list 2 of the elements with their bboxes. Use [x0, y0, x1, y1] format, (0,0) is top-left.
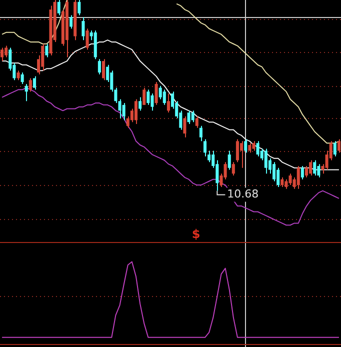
text: $: [192, 227, 200, 242]
annotation: 10.68: [227, 188, 259, 201]
